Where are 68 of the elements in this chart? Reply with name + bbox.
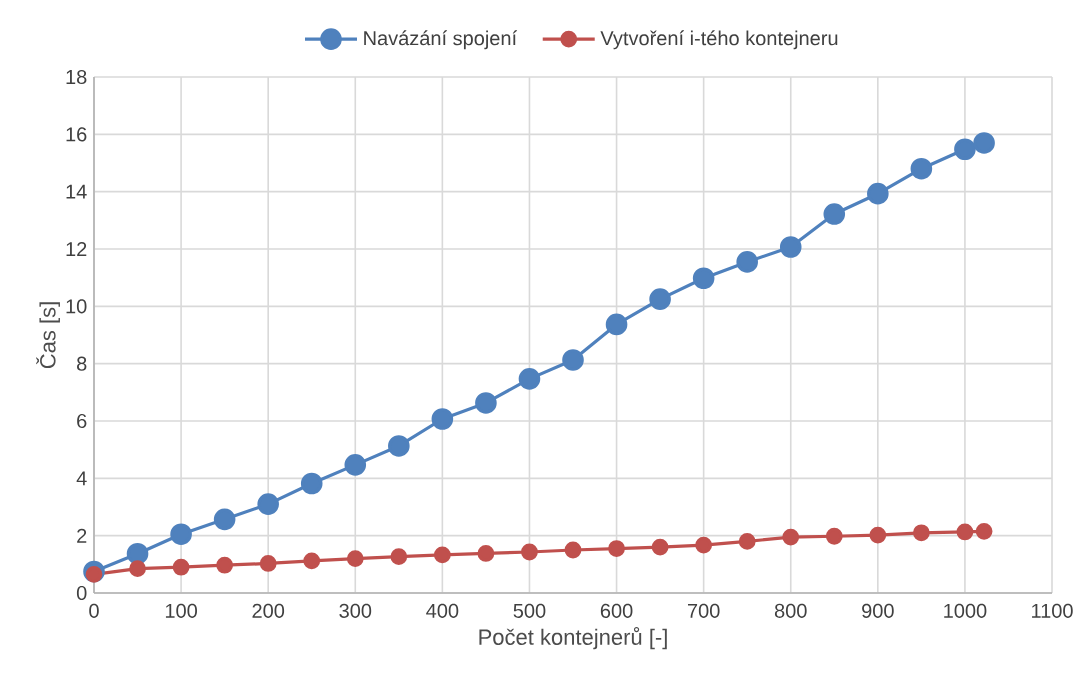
x-tick-label: 800 (774, 603, 807, 618)
x-tick-label: 0 (89, 603, 99, 618)
point (216, 556, 234, 574)
point (562, 349, 584, 371)
point (867, 182, 889, 205)
point (433, 546, 451, 564)
point (300, 472, 323, 495)
point (344, 454, 367, 476)
legend-label: Vytvoření i-tého kontejneru (600, 30, 838, 50)
point (649, 288, 671, 310)
point (388, 435, 410, 457)
y-tick-label: 12 (66, 242, 87, 256)
x-tick-label: 400 (426, 603, 459, 618)
point (431, 408, 454, 430)
point (825, 527, 843, 545)
point (172, 558, 190, 576)
point (129, 560, 146, 578)
point (259, 555, 277, 572)
point (910, 157, 933, 180)
point (605, 313, 628, 336)
point (869, 526, 887, 544)
point (608, 540, 625, 557)
point (303, 552, 321, 570)
point (651, 538, 669, 556)
point (736, 251, 758, 273)
y-tick-label: 0 (76, 585, 87, 601)
point (564, 541, 582, 559)
y-tick-label: 10 (66, 299, 87, 314)
point (973, 132, 995, 154)
y-tick-label: 16 (66, 127, 87, 142)
y-tick-label: 18 (66, 69, 87, 85)
y-axis-title: Čas [s] (36, 302, 60, 369)
point (126, 542, 149, 565)
point (695, 536, 713, 554)
y-tick-label: 4 (76, 471, 87, 486)
y-tick-label: 14 (66, 184, 87, 199)
point (954, 138, 976, 161)
point (170, 523, 192, 546)
y-tick-label: 8 (77, 356, 87, 371)
x-tick-label: 200 (252, 603, 285, 618)
x-tick-label: 1100 (1032, 603, 1073, 618)
point (912, 524, 930, 542)
point (975, 522, 993, 540)
point (477, 545, 495, 562)
point (518, 368, 541, 390)
y-tick-label: 2 (77, 528, 87, 543)
point (475, 392, 497, 414)
point (738, 533, 756, 550)
x-tick-label: 100 (165, 603, 197, 618)
point (257, 493, 279, 515)
x-tick-label: 600 (600, 603, 633, 618)
point (823, 203, 846, 225)
point (346, 550, 364, 567)
x-axis-title: Počet kontejnerů [-] (479, 626, 667, 650)
x-tick-label: 700 (688, 603, 720, 618)
x-tick-label: 1000 (944, 603, 987, 618)
point (521, 543, 538, 561)
point (779, 236, 802, 258)
point (390, 548, 408, 565)
point (692, 267, 715, 290)
point (213, 508, 236, 531)
point (956, 523, 974, 541)
point (782, 528, 800, 546)
y-tick-label: 6 (77, 413, 87, 429)
x-tick-label: 300 (339, 603, 372, 618)
legend-label: Navázání spojení (364, 30, 518, 50)
x-tick-label: 500 (513, 603, 546, 618)
x-tick-label: 900 (862, 603, 894, 618)
